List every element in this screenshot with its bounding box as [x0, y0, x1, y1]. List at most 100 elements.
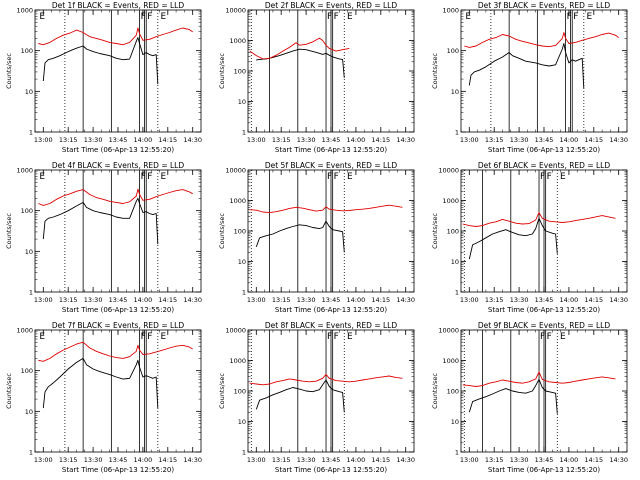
plot-frame	[34, 169, 202, 293]
plot-frame	[460, 9, 628, 133]
series-line-lld	[38, 27, 193, 46]
event-flag-label: F	[573, 12, 578, 22]
series-line-events	[468, 43, 585, 89]
x-tick-label: 14:00	[134, 296, 153, 304]
panel-title: Det 4f BLACK = Events, RED = LLD	[52, 161, 185, 170]
y-tick-label: 10000	[438, 167, 459, 175]
x-tick-label: 13:45	[535, 136, 554, 144]
series-line-events	[468, 217, 558, 260]
x-tick-label: 14:30	[609, 456, 628, 464]
x-axis-label: Start Time (06-Apr-13 12:55:20)	[275, 146, 387, 154]
series-line-events	[255, 220, 345, 253]
y-tick-label: 100	[447, 388, 459, 396]
event-flag-label: E	[560, 172, 566, 182]
event-flag-label: E	[161, 332, 167, 342]
y-tick-label: 100	[234, 228, 246, 236]
detector-panel: Det 4f BLACK = Events, RED = LLD Counts/s…	[5, 161, 202, 314]
series-line-lld	[38, 341, 193, 362]
x-tick-label: 13:45	[322, 136, 341, 144]
y-tick-label: 1	[29, 449, 33, 457]
series-line-events	[42, 357, 159, 409]
y-tick-label: 100	[234, 388, 246, 396]
event-flag-label: E	[39, 12, 45, 22]
x-tick-label: 14:15	[584, 456, 603, 464]
x-tick-label: 13:30	[84, 136, 103, 144]
y-tick-label: 10000	[225, 167, 246, 175]
y-tick-label: 1000	[16, 327, 33, 335]
panel-title: Det 7f BLACK = Events, RED = LLD	[52, 321, 185, 330]
event-flag-label: E	[347, 172, 353, 182]
y-tick-label: 1	[242, 289, 246, 297]
series-line-lld	[249, 204, 403, 214]
x-axis-label: Start Time (06-Apr-13 12:55:20)	[488, 466, 600, 474]
x-tick-label: 14:15	[371, 296, 390, 304]
detector-panel: Det 7f BLACK = Events, RED = LLD Counts/s…	[5, 321, 202, 474]
y-tick-label: 10	[238, 98, 246, 106]
y-axis-label: Counts/sec	[5, 373, 13, 409]
event-flag-label: F	[334, 172, 339, 182]
y-tick-label: 10000	[438, 327, 459, 335]
event-flag-label: F	[327, 332, 332, 342]
x-axis-label: Start Time (06-Apr-13 12:55:20)	[62, 466, 174, 474]
event-flag-label: E	[587, 12, 593, 22]
y-axis-label: Counts/sec	[431, 213, 439, 249]
y-tick-label: 1000	[442, 197, 459, 205]
event-flag-label: F	[327, 12, 332, 22]
y-tick-label: 100	[447, 47, 459, 55]
y-tick-label: 1000	[16, 167, 33, 175]
x-tick-label: 14:30	[609, 296, 628, 304]
y-tick-label: 10000	[225, 327, 246, 335]
y-tick-label: 1000	[442, 357, 459, 365]
event-flag-label: E	[161, 12, 167, 22]
x-tick-label: 14:30	[183, 296, 202, 304]
x-tick-label: 13:00	[460, 296, 479, 304]
x-tick-label: 14:30	[396, 136, 415, 144]
y-axis-label: Counts/sec	[431, 373, 439, 409]
y-tick-label: 10	[451, 418, 459, 426]
x-tick-label: 13:30	[297, 456, 316, 464]
x-tick-label: 14:30	[183, 136, 202, 144]
x-tick-label: 14:00	[347, 456, 366, 464]
x-tick-label: 14:15	[584, 136, 603, 144]
y-tick-label: 1	[455, 289, 459, 297]
y-tick-label: 10000	[225, 7, 246, 15]
x-tick-label: 14:15	[371, 456, 390, 464]
x-tick-label: 13:30	[84, 296, 103, 304]
x-axis-label: Start Time (06-Apr-13 12:55:20)	[275, 466, 387, 474]
x-tick-label: 13:30	[510, 296, 529, 304]
plot-frame	[34, 9, 202, 133]
series-line-lld	[38, 188, 193, 206]
x-tick-label: 13:15	[59, 136, 78, 144]
x-tick-label: 14:30	[396, 456, 415, 464]
x-tick-label: 13:15	[272, 296, 291, 304]
y-axis-label: Counts/sec	[5, 213, 13, 249]
event-flag-label: F	[547, 172, 552, 182]
x-axis-label: Start Time (06-Apr-13 12:55:20)	[488, 306, 600, 314]
x-tick-label: 13:00	[34, 456, 53, 464]
x-tick-label: 14:00	[560, 136, 579, 144]
x-tick-label: 14:00	[134, 136, 153, 144]
x-tick-label: 13:00	[247, 456, 266, 464]
y-tick-label: 1	[455, 449, 459, 457]
x-tick-label: 13:30	[297, 136, 316, 144]
series-line-lld	[462, 371, 616, 387]
detector-panel: Det 3f BLACK = Events, RED = LLD Counts/s…	[431, 1, 628, 154]
panel-title: Det 1f BLACK = Events, RED = LLD	[52, 1, 185, 10]
x-tick-label: 13:15	[485, 296, 504, 304]
series-line-events	[468, 378, 558, 414]
x-tick-label: 14:30	[609, 136, 628, 144]
event-flag-label: F	[547, 332, 552, 342]
y-tick-label: 1000	[16, 7, 33, 15]
event-flag-label: F	[540, 172, 545, 182]
panel-title: Det 6f BLACK = Events, RED = LLD	[478, 161, 611, 170]
y-tick-label: 100	[234, 68, 246, 76]
x-tick-label: 13:15	[272, 456, 291, 464]
x-tick-label: 13:45	[535, 456, 554, 464]
x-tick-label: 14:30	[183, 456, 202, 464]
x-tick-label: 14:00	[134, 456, 153, 464]
event-flag-label: F	[147, 332, 152, 342]
panel-title: Det 5f BLACK = Events, RED = LLD	[265, 161, 398, 170]
event-flag-label: F	[141, 12, 146, 22]
x-tick-label: 13:45	[322, 456, 341, 464]
x-axis-label: Start Time (06-Apr-13 12:55:20)	[488, 146, 600, 154]
